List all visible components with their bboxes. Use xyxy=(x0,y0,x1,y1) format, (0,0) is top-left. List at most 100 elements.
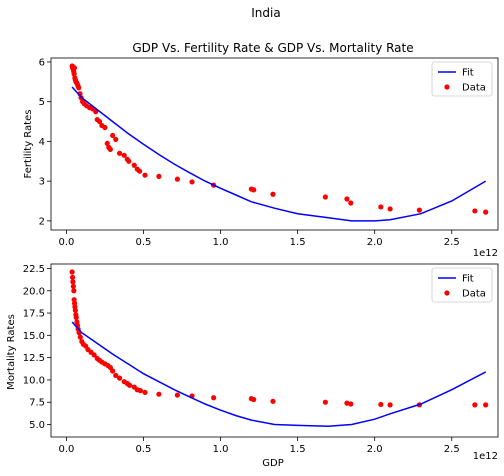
data-point xyxy=(69,274,76,280)
data-point xyxy=(251,187,257,193)
data-point xyxy=(69,269,75,275)
x-tick-label: 1.0 xyxy=(213,444,229,455)
data-point xyxy=(270,191,276,197)
x-tick-label: 0.0 xyxy=(58,237,74,248)
data-point xyxy=(73,314,79,321)
data-point xyxy=(251,396,257,403)
data-point xyxy=(137,388,143,394)
plot-area: 0.0 0.5 1.0 1.5 2.0 2.5 2 3 4 5 6 xyxy=(39,57,499,248)
data-point xyxy=(322,194,328,200)
data-point xyxy=(378,401,384,408)
data-point xyxy=(142,172,148,178)
data-point xyxy=(378,204,384,210)
axes-frame xyxy=(50,57,499,231)
data-point xyxy=(211,395,217,401)
x-offset-label: 1e12 xyxy=(473,248,498,259)
fertility-chart: GDP Vs. Fertility Rate & GDP Vs. Mortali… xyxy=(23,41,499,259)
data-point xyxy=(472,402,478,408)
data-point xyxy=(96,118,103,125)
data-point xyxy=(416,207,422,213)
plot-area: 0.0 0.5 1.0 1.5 2.0 2.5 5.0 7.5 10.0 12.5 15.0 17.5… xyxy=(23,263,499,455)
x-tick-label: 0.0 xyxy=(58,444,74,455)
data-point xyxy=(76,85,82,91)
data-point xyxy=(137,168,143,174)
y-tick-label: 7.5 xyxy=(29,398,45,409)
fit-line xyxy=(71,321,487,428)
x-tick-label: 0.5 xyxy=(136,444,152,455)
x-tick-label: 1.5 xyxy=(290,237,306,248)
y-axis-label: Fertility Rates xyxy=(23,110,34,179)
data-point xyxy=(142,389,148,396)
data-point xyxy=(107,146,113,152)
data-point xyxy=(348,401,354,407)
y-tick-label: 15.0 xyxy=(23,331,45,342)
data-point xyxy=(77,334,83,340)
legend: Fit Data xyxy=(431,61,493,97)
data-point xyxy=(126,158,132,164)
chart-title: GDP Vs. Fertility Rate & GDP Vs. Mortali… xyxy=(132,41,413,55)
data-point xyxy=(116,150,123,156)
x-tick-label: 2.5 xyxy=(444,237,460,248)
data-point xyxy=(472,208,478,214)
data-point xyxy=(156,391,162,397)
legend-data-swatch xyxy=(444,84,450,90)
y-tick-label: 3 xyxy=(39,177,45,188)
legend-data-label: Data xyxy=(462,289,486,300)
y-tick-label: 12.5 xyxy=(23,353,45,364)
figure-suptitle: India xyxy=(251,6,280,20)
data-point xyxy=(91,352,97,358)
y-tick-label: 10.0 xyxy=(23,375,45,386)
x-tick-label: 1.0 xyxy=(213,237,229,248)
data-point xyxy=(104,140,110,147)
legend-data-swatch xyxy=(444,290,450,296)
x-axis-label: GDP xyxy=(262,458,283,469)
data-point xyxy=(189,179,195,185)
data-point xyxy=(71,65,78,71)
mortality-chart: Mortality Rates GDP 1e12 0.0 0.5 1.0 1.5 2.0… xyxy=(6,263,499,469)
x-tick-label: 2.0 xyxy=(367,444,383,455)
data-point xyxy=(110,132,116,139)
legend-fit-label: Fit xyxy=(462,68,474,79)
legend-fit-label: Fit xyxy=(462,274,474,285)
data-point xyxy=(322,399,328,405)
data-point xyxy=(116,375,123,381)
axes-frame xyxy=(50,263,499,438)
data-point xyxy=(70,279,76,285)
x-tick-label: 2.0 xyxy=(367,237,383,248)
y-tick-label: 20.0 xyxy=(23,286,45,297)
data-point xyxy=(71,71,77,77)
data-point xyxy=(174,392,180,398)
data-point xyxy=(387,402,393,408)
data-point xyxy=(72,307,78,313)
data-point xyxy=(348,200,354,206)
y-tick-label: 5 xyxy=(39,97,45,108)
x-tick-label: 1.5 xyxy=(290,444,306,455)
y-tick-label: 22.5 xyxy=(23,264,45,275)
legend: Fit Data xyxy=(431,267,493,303)
data-point xyxy=(113,372,119,379)
y-tick-label: 5.0 xyxy=(29,420,45,431)
data-point xyxy=(110,368,116,374)
y-tick-label: 17.5 xyxy=(23,309,45,320)
x-tick-label: 0.5 xyxy=(136,237,152,248)
legend-data-label: Data xyxy=(462,83,486,94)
data-point xyxy=(121,152,127,158)
x-tick-label: 2.5 xyxy=(444,444,460,455)
data-point xyxy=(387,206,393,212)
y-tick-label: 4 xyxy=(39,137,45,148)
data-point xyxy=(156,173,162,179)
data-point xyxy=(113,136,119,143)
data-point xyxy=(174,176,180,182)
data-point xyxy=(71,288,77,294)
data-point xyxy=(70,283,76,289)
x-offset-label: 1e12 xyxy=(473,451,498,462)
data-point xyxy=(483,209,489,215)
data-point xyxy=(483,402,489,408)
y-tick-label: 6 xyxy=(39,57,45,68)
fit-line xyxy=(71,86,487,222)
data-point xyxy=(270,398,276,404)
data-point xyxy=(344,196,350,202)
y-tick-label: 2 xyxy=(39,216,45,227)
data-point xyxy=(127,382,133,388)
